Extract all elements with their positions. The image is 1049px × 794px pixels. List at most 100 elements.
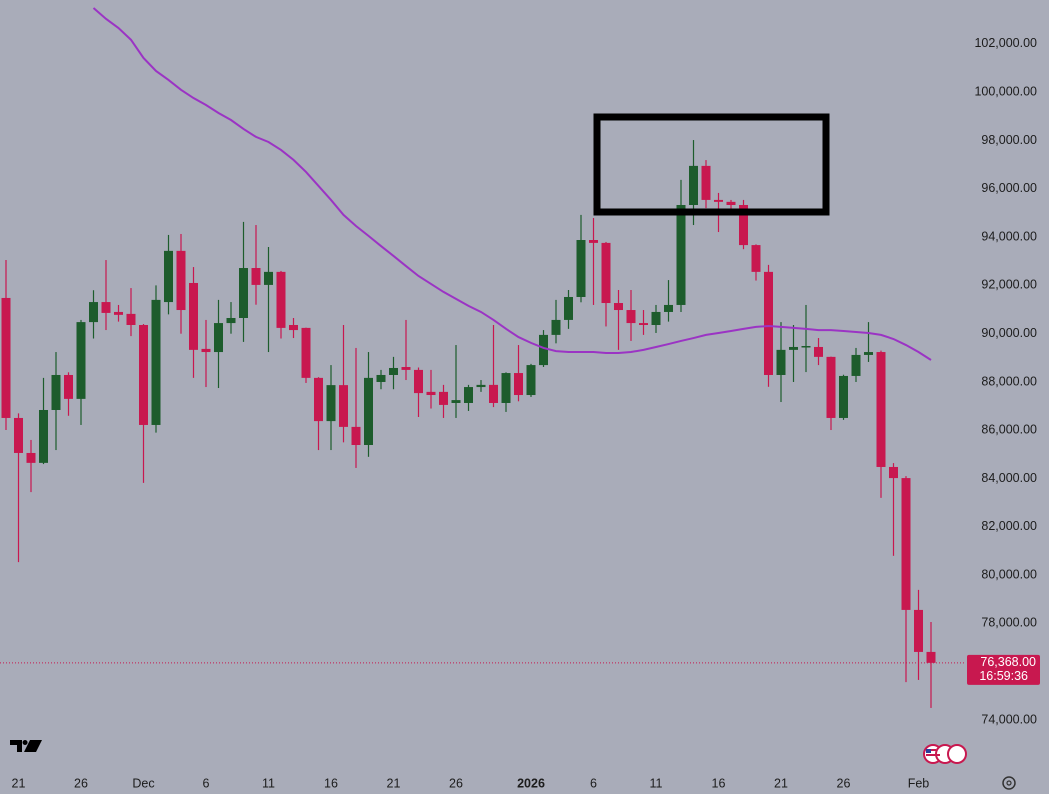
x-tick-label: Dec [132,776,154,790]
candle-body [714,199,723,202]
candle-body [901,478,911,610]
candle-body [664,304,673,312]
candle-body [864,352,873,355]
candle-body [51,374,61,410]
candle-body [351,426,361,446]
candle-body [251,268,261,285]
y-tick-label: 102,000.00 [974,36,1037,50]
candle-body [401,367,411,370]
x-tick-label: 11 [262,776,275,790]
candle-body [76,322,86,399]
y-tick-label: 94,000.00 [981,229,1037,243]
x-tick-label: Feb [908,776,930,790]
candle-body [914,609,923,652]
candle-body [214,323,223,353]
candle-body [101,302,111,313]
candle-body [239,268,248,318]
candle-body [489,384,498,403]
candle-body [451,400,461,403]
candle-body [851,354,861,376]
candle-body [701,165,711,200]
candle-body [264,271,273,285]
candle-body [14,417,23,453]
candle-body [564,296,573,320]
x-tick-label: 26 [74,776,88,790]
logo [10,740,42,752]
x-tick-label: 26 [837,776,851,790]
candle-body [539,334,548,366]
candle-body [926,651,936,663]
y-tick-label: 92,000.00 [981,278,1037,292]
candle-body [801,346,811,348]
x-tick-label: 2026 [517,776,545,790]
candle-body [651,311,661,325]
candle-body [226,317,236,324]
candle-body [789,346,798,350]
x-tick-label: 6 [203,776,210,790]
candle-body [326,385,336,422]
candle-body [526,365,536,396]
candle-body [476,384,486,388]
x-tick-label: 21 [12,776,26,790]
candle-body [601,242,611,304]
y-tick-label: 74,000.00 [981,712,1037,726]
x-tick-label: 21 [387,776,401,790]
candle-body [376,374,386,382]
candle-body [364,377,373,446]
y-tick-label: 96,000.00 [981,181,1037,195]
candle-body [189,282,198,350]
x-tick-label: 16 [324,776,338,790]
y-tick-label: 78,000.00 [981,616,1037,630]
candle-body [176,250,186,311]
candle-body [814,346,823,357]
candle-body [389,367,398,375]
candle-body [151,299,161,425]
x-tick-label: 6 [590,776,597,790]
currency-icons[interactable] [923,744,967,764]
candle-body [589,240,598,243]
y-tick-label: 82,000.00 [981,519,1037,533]
candle-body [114,311,123,315]
settings-icon[interactable] [1002,776,1016,790]
candle-body [64,374,73,399]
candle-body [39,409,48,463]
candle-body [551,319,561,335]
highlight-box [593,113,830,216]
candle-body [89,302,98,323]
candle-body [164,250,173,303]
x-tick-label: 21 [774,776,788,790]
y-tick-label: 86,000.00 [981,423,1037,437]
moving-average-line [92,7,932,361]
candle-body [776,349,786,375]
candle-body [414,369,423,394]
candle-body [276,271,286,328]
candle-body [339,385,348,427]
candle-body [201,348,211,353]
candle-body [464,387,473,403]
candle-body [289,324,298,331]
candle-body [614,303,623,311]
candle-body [426,391,436,396]
candle-body [314,377,323,422]
candle-body [876,352,886,467]
plot-area [1,7,936,708]
y-tick-label: 98,000.00 [981,133,1037,147]
candle-body [639,323,648,325]
candle-body [126,313,136,325]
y-tick-label: 88,000.00 [981,374,1037,388]
candle-body [764,271,773,375]
candle-body [676,204,686,305]
candle-body [514,373,523,396]
candle-body [739,204,748,246]
candle-body [826,356,836,418]
y-tick-label: 90,000.00 [981,326,1037,340]
last-price-label: 76,368.00 [980,655,1036,669]
candle-body [576,240,586,297]
countdown-label: 16:59:36 [979,669,1028,683]
y-tick-label: 100,000.00 [974,85,1037,99]
candle-body [726,201,736,205]
candle-body [26,452,36,463]
x-tick-label: 26 [449,776,463,790]
